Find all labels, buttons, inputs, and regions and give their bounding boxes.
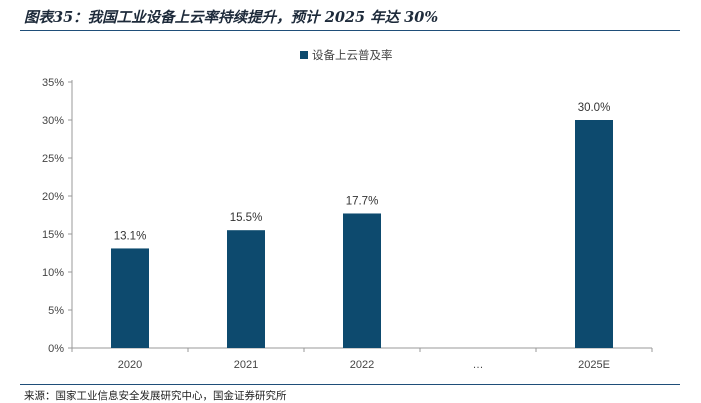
data-labels: 13.1% 15.5% 17.7% 30.0%: [114, 102, 611, 242]
legend: 设备上云普及率: [300, 48, 393, 62]
bar-value-label: 30.0%: [578, 102, 611, 114]
title-divider: [20, 30, 680, 31]
y-tick-label: 25%: [42, 153, 64, 165]
bar-chart: 设备上云普及率 0%5%10%15%20%25%30%35% 2020 2021 2…: [42, 48, 653, 371]
x-tick-label: 2021: [234, 359, 258, 371]
y-tick-label: 5%: [48, 305, 64, 317]
legend-swatch: [300, 51, 308, 59]
bar: [227, 230, 265, 348]
x-tick-label: 2025E: [578, 359, 610, 371]
bar: [343, 213, 381, 348]
y-tick-label: 30%: [42, 115, 64, 127]
bar-value-label: 15.5%: [230, 212, 263, 224]
source-note: 来源：国家工业信息安全发展研究中心，国金证券研究所: [24, 390, 287, 402]
figure-title: 图表35：我国工业设备上云率持续提升，预计 2025 年达 30%: [24, 9, 439, 26]
bar-value-label: 13.1%: [114, 230, 147, 242]
y-axis: 0% 5% 10% 15% 20% 25% 30% 35%: [42, 77, 73, 355]
bars: [111, 120, 613, 348]
bar-value-label: 17.7%: [346, 195, 379, 207]
bar: [575, 120, 613, 348]
y-tick-label: 15%: [42, 229, 64, 241]
source-divider: [20, 384, 680, 385]
x-axis: 2020 2021 2022 … 2025E: [71, 347, 653, 371]
bar: [111, 248, 149, 348]
y-tick-label: 20%: [42, 191, 64, 203]
x-tick-label: …: [473, 359, 484, 371]
x-tick-label: 2022: [350, 359, 374, 371]
y-tick-label: 10%: [42, 267, 64, 279]
legend-label: 设备上云普及率: [312, 48, 393, 62]
y-tick-label: 35%: [42, 77, 64, 89]
y-tick-label: 0%: [48, 343, 64, 355]
x-tick-label: 2020: [118, 359, 142, 371]
